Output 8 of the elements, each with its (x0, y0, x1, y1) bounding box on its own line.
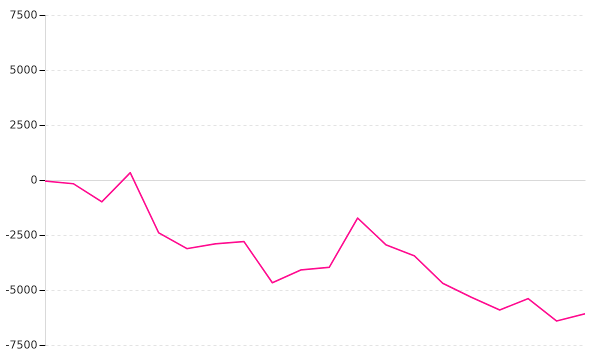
y-tick-label: 7500 (10, 8, 38, 22)
line-series (45, 172, 585, 322)
y-tick-label: -5000 (6, 284, 38, 296)
y-tick-label: -2500 (6, 228, 38, 242)
y-tick-label: 2500 (10, 118, 38, 132)
y-tick-label: 5000 (10, 64, 38, 76)
y-tick-label: -7500 (6, 338, 38, 352)
y-tick-label: 0 (30, 174, 38, 186)
